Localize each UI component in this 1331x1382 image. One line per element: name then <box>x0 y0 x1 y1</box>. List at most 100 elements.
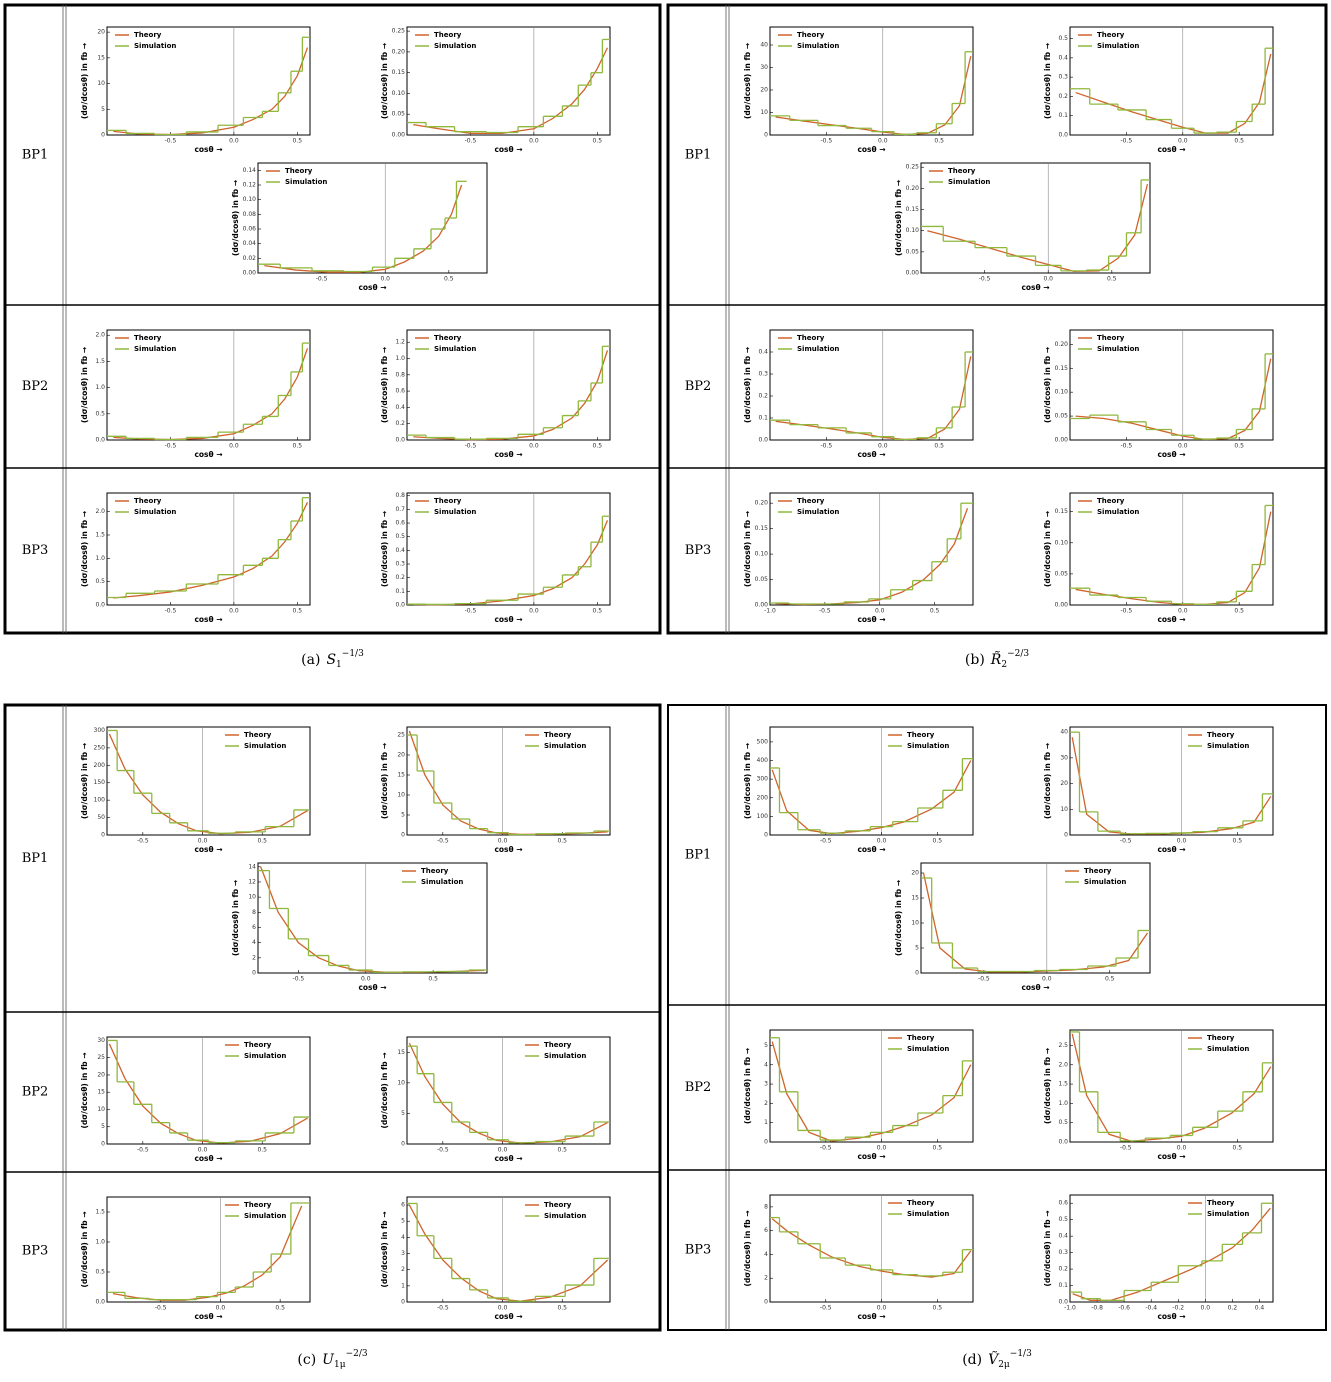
legend-label: Theory <box>1097 334 1125 342</box>
y-tick-label: 5 <box>764 1042 768 1049</box>
x-axis-label: cosθ → <box>194 845 222 854</box>
step-connector <box>1078 732 1264 834</box>
plot-frame <box>406 492 611 606</box>
step-connector <box>788 503 962 604</box>
y-tick-label: 100 <box>94 797 106 804</box>
x-axis-label: cosθ → <box>857 450 885 459</box>
y-tick-label: 0.8 <box>395 371 405 378</box>
x-axis-label: cosθ → <box>1157 615 1185 624</box>
y-tick-label: 100 <box>757 813 769 820</box>
y-tick-label: 5 <box>101 106 105 113</box>
plot-frame <box>406 1036 611 1145</box>
x-axis-label: cosθ → <box>1021 283 1049 292</box>
x-tick-label: -0.2 <box>1172 1305 1184 1312</box>
legend-label: Theory <box>1207 1199 1235 1207</box>
row-label: BP2 <box>685 1080 712 1095</box>
y-tick-label: 4 <box>252 939 256 946</box>
y-tick-label: 4 <box>401 1234 405 1241</box>
x-tick-label: -0.5 <box>155 1305 167 1312</box>
x-axis-label: cosθ → <box>494 1154 522 1163</box>
x-tick-label: -0.5 <box>165 608 177 615</box>
y-tick-label: 0 <box>101 832 105 839</box>
y-tick-label: 0.05 <box>755 576 769 583</box>
y-tick-label: 2 <box>764 1275 768 1282</box>
y-tick-label: 0 <box>101 1141 105 1148</box>
y-axis-label: (dσ/dcosθ) in fb → <box>80 43 89 119</box>
y-tick-label: 2.0 <box>95 508 105 515</box>
legend-label: Theory <box>134 497 162 505</box>
x-tick-label: 0.0 <box>529 138 539 145</box>
y-tick-label: 6 <box>252 924 256 931</box>
y-tick-label: 0.10 <box>755 551 769 558</box>
x-tick-label: 0.0 <box>877 1305 887 1312</box>
step-connector <box>116 1040 295 1143</box>
y-tick-label: 2 <box>401 1266 405 1273</box>
legend-label: Simulation <box>1097 508 1139 516</box>
legend-label: Theory <box>544 1201 572 1209</box>
x-tick-label: 0.0 <box>1177 1145 1187 1152</box>
y-tick-label: 0 <box>401 1141 405 1148</box>
y-axis-label: (dσ/dcosθ) in fb → <box>80 347 89 423</box>
y-tick-label: 0.4 <box>395 404 405 411</box>
x-tick-label: 0.5 <box>557 1305 567 1312</box>
x-tick-label: -0.5 <box>165 138 177 145</box>
x-tick-label: -0.5 <box>821 138 833 145</box>
x-tick-label: 0.0 <box>1178 443 1188 450</box>
y-tick-label: 0.15 <box>1055 365 1069 372</box>
y-tick-label: 4 <box>764 1251 768 1258</box>
y-tick-label: 15 <box>97 54 105 61</box>
x-tick-label: -0.5 <box>979 276 991 283</box>
y-tick-label: 6 <box>401 1202 405 1209</box>
step-connector <box>1089 353 1266 440</box>
caption: (c) U1μ−2/3 <box>297 1349 367 1370</box>
legend-label: Simulation <box>285 178 327 186</box>
caption-sub: 2 <box>1001 660 1007 670</box>
x-tick-label: 0.5 <box>1233 1145 1243 1152</box>
legend-label: Simulation <box>434 345 476 353</box>
x-tick-label: -0.5 <box>465 138 477 145</box>
x-tick-label: -0.5 <box>1121 443 1133 450</box>
step-connector <box>789 51 966 135</box>
y-tick-label: 0.02 <box>243 255 257 262</box>
caption-symbol: Ṽ <box>988 1350 1000 1368</box>
x-axis-label: cosθ → <box>1157 845 1185 854</box>
y-tick-label: 1.0 <box>1058 1100 1068 1107</box>
x-axis-label: cosθ → <box>1157 1312 1185 1321</box>
step-connector <box>1089 48 1266 134</box>
legend-label: Simulation <box>544 742 586 750</box>
caption-sup: −2/3 <box>1007 649 1029 659</box>
x-tick-label: -0.6 <box>1118 1305 1130 1312</box>
legend-label: Simulation <box>544 1212 586 1220</box>
plot-frame <box>406 329 611 441</box>
legend-label: Simulation <box>544 1052 586 1060</box>
legend-label: Theory <box>907 1034 935 1042</box>
x-tick-label: -0.5 <box>820 1145 832 1152</box>
y-axis-label: (dσ/dcosθ) in fb → <box>231 880 240 956</box>
y-tick-label: 20 <box>760 87 768 94</box>
step-connector <box>425 346 604 440</box>
y-tick-label: 0.6 <box>395 388 405 395</box>
y-tick-label: 0.00 <box>906 270 920 277</box>
x-tick-label: -0.5 <box>1121 608 1133 615</box>
plot-frame <box>257 862 488 974</box>
x-tick-label: 0.0 <box>216 1305 226 1312</box>
row-label: BP2 <box>22 1085 49 1100</box>
y-tick-label: 5 <box>101 1123 105 1130</box>
y-tick-label: 2.5 <box>1058 1042 1068 1049</box>
x-tick-label: 0.0 <box>1042 976 1052 983</box>
y-axis-label: (dσ/dcosθ) in fb → <box>380 1052 389 1128</box>
row-label: BP3 <box>22 1244 49 1259</box>
y-tick-label: 50 <box>97 814 105 821</box>
step-connector <box>778 1217 964 1276</box>
plot-frame <box>769 726 974 836</box>
y-tick-label: 1 <box>401 1282 405 1289</box>
x-tick-label: 0.0 <box>1043 276 1053 283</box>
legend-label: Theory <box>1097 497 1125 505</box>
y-axis-label: (dσ/dcosθ) in fb → <box>743 511 752 587</box>
plot-frame <box>106 1036 311 1145</box>
y-tick-label: 0.15 <box>1055 508 1069 515</box>
legend-label: Theory <box>134 31 162 39</box>
y-tick-label: 0.10 <box>1055 389 1069 396</box>
x-tick-label: -0.5 <box>165 443 177 450</box>
y-tick-label: 0.5 <box>1058 35 1068 42</box>
